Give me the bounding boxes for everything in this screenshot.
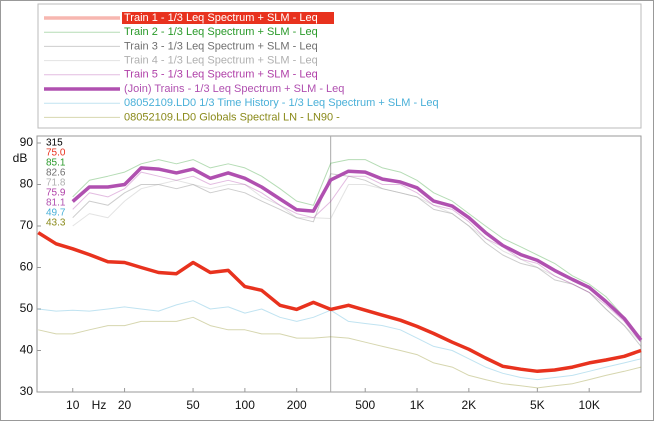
series-line bbox=[37, 231, 642, 374]
y-tick-label: 40 bbox=[20, 343, 34, 357]
y-tick-label: 90 bbox=[20, 135, 34, 149]
legend-label: 08052109.LD0 Globals Spectral LN - LN90 … bbox=[124, 111, 340, 123]
series-line bbox=[72, 171, 642, 343]
cursor-value: 71.8 bbox=[46, 178, 66, 189]
legend-label: Train 3 - 1/3 Leq Spectrum + SLM - Leq bbox=[124, 40, 318, 52]
legend-label: Train 5 - 1/3 Leq Spectrum + SLM - Leq bbox=[124, 69, 318, 81]
x-tick-label: 500 bbox=[355, 398, 375, 412]
y-tick-label: 60 bbox=[20, 260, 34, 274]
series-line bbox=[71, 166, 643, 342]
legend-label: Train 1 - 1/3 Leq Spectrum + SLM - Leq bbox=[124, 12, 318, 24]
cursor-label: 315 bbox=[46, 138, 63, 149]
x-axis-label: Hz bbox=[92, 398, 107, 412]
y-axis-label: dB bbox=[13, 151, 28, 165]
y-tick-label: 50 bbox=[20, 301, 34, 315]
cursor-value: 82.6 bbox=[46, 168, 66, 179]
x-tick-label: 10 bbox=[66, 398, 80, 412]
legend-highlight bbox=[122, 12, 334, 24]
series-line bbox=[38, 300, 642, 381]
legend-label: Train 4 - 1/3 Leq Spectrum + SLM - Leq bbox=[124, 55, 318, 67]
cursor-value: 81.1 bbox=[46, 198, 66, 209]
cursor-value: 75.9 bbox=[46, 188, 66, 199]
legend-label: 08052109.LD0 1/3 Time History - 1/3 Leq … bbox=[124, 97, 439, 109]
x-tick-label: 100 bbox=[235, 398, 255, 412]
cursor-value: 75.0 bbox=[46, 148, 66, 159]
legend-box bbox=[37, 3, 642, 129]
x-tick-label: 200 bbox=[287, 398, 307, 412]
x-tick-label: 20 bbox=[118, 398, 132, 412]
y-tick-label: 30 bbox=[20, 384, 34, 398]
cursor-value: 85.1 bbox=[46, 158, 66, 169]
series-line bbox=[38, 316, 642, 389]
cursor-value: 49.7 bbox=[46, 208, 66, 219]
legend-label: Train 2 - 1/3 Leq Spectrum + SLM - Leq bbox=[124, 26, 318, 38]
series-line bbox=[72, 173, 642, 347]
x-tick-label: 50 bbox=[186, 398, 200, 412]
x-tick-label: 10K bbox=[578, 398, 599, 412]
y-tick-label: 70 bbox=[20, 218, 34, 232]
cursor-value: 43.3 bbox=[46, 218, 66, 229]
x-tick-label: 2K bbox=[462, 398, 477, 412]
series-line bbox=[72, 179, 642, 343]
x-tick-label: 5K bbox=[530, 398, 545, 412]
y-tick-label: 80 bbox=[20, 177, 34, 191]
x-tick-label: 1K bbox=[410, 398, 425, 412]
legend-label: (Join) Trains - 1/3 Leq Spectrum + SLM -… bbox=[124, 83, 344, 95]
series-line bbox=[72, 159, 642, 339]
